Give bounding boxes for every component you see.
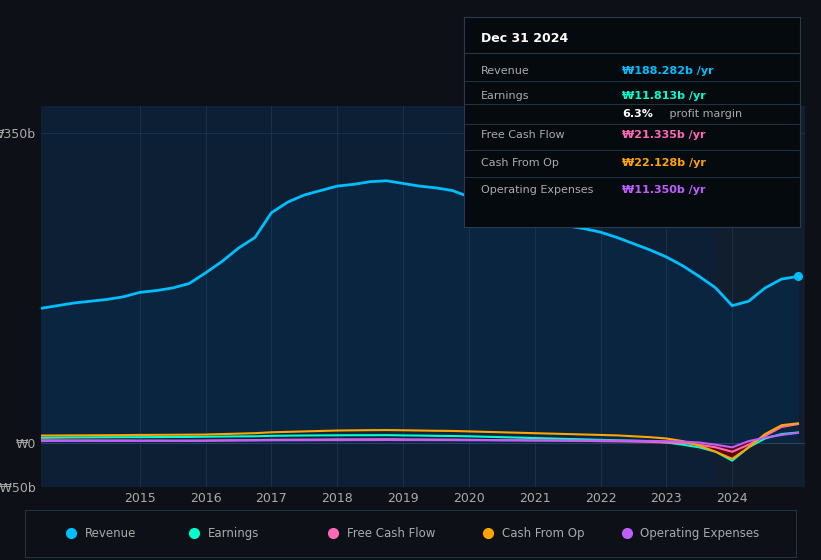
Text: Free Cash Flow: Free Cash Flow — [347, 527, 436, 540]
Text: ₩11.350b /yr: ₩11.350b /yr — [622, 185, 705, 195]
Text: profit margin: profit margin — [666, 109, 742, 119]
Text: Cash From Op: Cash From Op — [502, 527, 584, 540]
Text: ₩188.282b /yr: ₩188.282b /yr — [622, 67, 713, 76]
Text: Free Cash Flow: Free Cash Flow — [481, 130, 564, 141]
Text: Earnings: Earnings — [481, 91, 530, 101]
Text: Revenue: Revenue — [481, 67, 530, 76]
Text: Earnings: Earnings — [209, 527, 259, 540]
Text: Dec 31 2024: Dec 31 2024 — [481, 31, 568, 44]
Text: ₩21.335b /yr: ₩21.335b /yr — [622, 130, 705, 141]
Text: Operating Expenses: Operating Expenses — [640, 527, 759, 540]
Bar — [716, 106, 805, 487]
Point — [791, 272, 805, 281]
Text: 6.3%: 6.3% — [622, 109, 653, 119]
Text: Revenue: Revenue — [85, 527, 136, 540]
Text: ₩22.128b /yr: ₩22.128b /yr — [622, 158, 706, 168]
Text: Operating Expenses: Operating Expenses — [481, 185, 593, 195]
Text: Cash From Op: Cash From Op — [481, 158, 558, 168]
Text: ₩11.813b /yr: ₩11.813b /yr — [622, 91, 706, 101]
